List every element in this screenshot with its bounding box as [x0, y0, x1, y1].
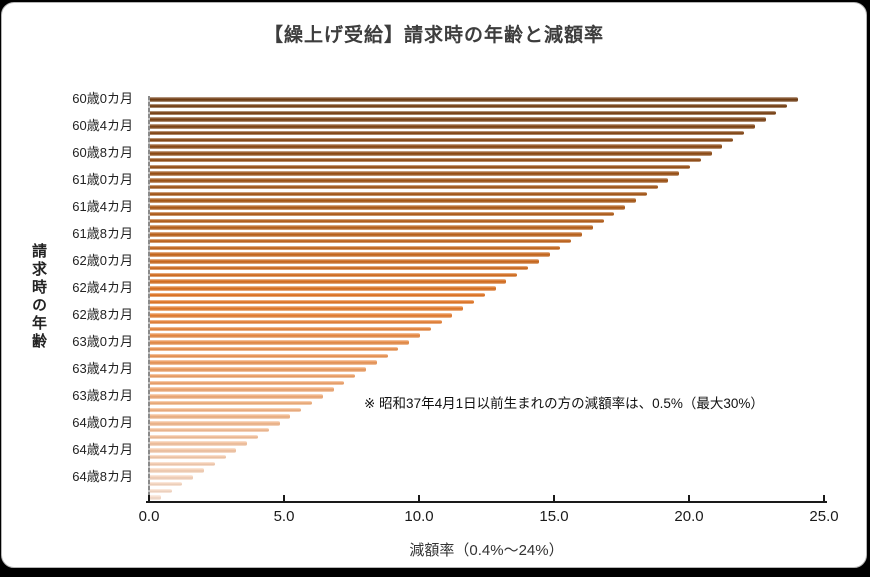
- bar: [150, 265, 528, 271]
- bar: [150, 245, 561, 251]
- bar: [150, 232, 582, 237]
- bar: [150, 400, 312, 406]
- bar: [150, 117, 766, 122]
- y-tick-label: 62歳4カ月: [72, 280, 133, 296]
- y-tick-label: 62歳8カ月: [72, 307, 133, 323]
- bar: [150, 380, 345, 386]
- bar: [150, 448, 237, 453]
- y-tick-label: 64歳0カ月: [72, 415, 133, 431]
- bar: [150, 427, 269, 433]
- bar: [150, 441, 248, 446]
- x-axis-tick: [688, 495, 690, 501]
- x-axis-tick: [823, 495, 825, 501]
- bar: [150, 259, 539, 264]
- x-axis-tick: [283, 495, 285, 501]
- annotation-note: ※ 昭和37年4月1日以前生まれの方の減額率は、0.5%（最大30%）: [364, 396, 764, 411]
- bar: [150, 373, 356, 379]
- x-tick-label: 0.0: [138, 508, 160, 525]
- bar: [150, 340, 410, 345]
- y-tick-label: 64歳4カ月: [72, 442, 133, 458]
- y-tick-label: 62歳0カ月: [72, 253, 133, 269]
- chart-card: 【繰上げ受給】請求時の年齢と減額率 請求時の年齢 60歳0カ月 60歳4カ月 60歳…: [1, 2, 867, 568]
- bar: [150, 421, 280, 426]
- chart-title: 【繰上げ受給】請求時の年齢と減額率: [263, 25, 604, 46]
- bar: [150, 252, 550, 257]
- bar: [150, 360, 377, 365]
- bar: [150, 468, 204, 473]
- x-tick-label: 10.0: [404, 508, 434, 525]
- bar: [150, 198, 636, 203]
- bar: [150, 286, 496, 291]
- x-tick-label: 15.0: [539, 508, 569, 525]
- bar: [150, 481, 183, 487]
- bar: [150, 191, 647, 197]
- bar: [150, 353, 388, 359]
- x-tick-label: 20.0: [674, 508, 704, 525]
- y-tick-label: 63歳8カ月: [72, 388, 133, 404]
- bar: [150, 164, 690, 170]
- bar: [150, 205, 626, 210]
- bar: [150, 394, 323, 399]
- bar: [150, 272, 518, 278]
- bar: [150, 387, 334, 392]
- y-tick-label: 61歳0カ月: [72, 172, 133, 188]
- bar: [150, 211, 615, 217]
- bar: [150, 157, 701, 163]
- bar: [150, 178, 669, 183]
- bar: [150, 367, 366, 372]
- y-axis-title: 請求時の年齢: [30, 243, 47, 351]
- y-tick-label: 61歳4カ月: [72, 199, 133, 215]
- plot-area: 0.0 5.0 10.0 15.0 20.0 25.0: [139, 96, 839, 525]
- bar: [150, 306, 464, 311]
- bar: [150, 144, 723, 149]
- bar: [150, 326, 431, 332]
- y-tick-label: 61歳8カ月: [72, 226, 133, 242]
- bar: [150, 184, 658, 190]
- bar: [150, 238, 572, 244]
- bar: [150, 279, 507, 284]
- x-axis-title: 減額率（0.4%～24%）: [409, 542, 564, 559]
- y-tick-label: 60歳0カ月: [72, 91, 133, 107]
- bar: [150, 454, 226, 460]
- bar: [150, 461, 215, 467]
- bar: [150, 225, 593, 230]
- bar: [150, 130, 744, 136]
- bar: [150, 124, 755, 129]
- bar: [150, 103, 788, 109]
- bar: [150, 319, 442, 325]
- x-axis-tick: [418, 495, 420, 501]
- bar: [150, 97, 798, 102]
- bar: [150, 218, 604, 224]
- bar: [150, 299, 474, 305]
- bar: [150, 151, 712, 156]
- bar: [150, 495, 161, 500]
- bar: [150, 346, 399, 352]
- y-tick-label: 60歳8カ月: [72, 145, 133, 161]
- x-axis-line: [146, 501, 827, 503]
- x-tick-label: 25.0: [809, 508, 839, 525]
- x-tick-label: 5.0: [273, 508, 295, 525]
- bar: [150, 333, 420, 338]
- bar: [150, 171, 680, 176]
- bar: [150, 434, 258, 440]
- x-axis-tick: [553, 495, 555, 501]
- bar: [150, 137, 734, 143]
- bar: [150, 110, 777, 116]
- bar: [150, 414, 291, 419]
- y-axis-line: [148, 96, 150, 501]
- bar: [150, 475, 194, 480]
- bar: [150, 488, 172, 494]
- bar: [150, 313, 453, 318]
- y-tick-label: 63歳0カ月: [72, 334, 133, 350]
- y-tick-label: 64歳8カ月: [72, 469, 133, 485]
- x-axis-tick: [148, 495, 150, 501]
- y-tick-label: 63歳4カ月: [72, 361, 133, 377]
- bar: [150, 407, 302, 413]
- bar: [150, 292, 485, 298]
- y-tick-label: 60歳4カ月: [72, 118, 133, 134]
